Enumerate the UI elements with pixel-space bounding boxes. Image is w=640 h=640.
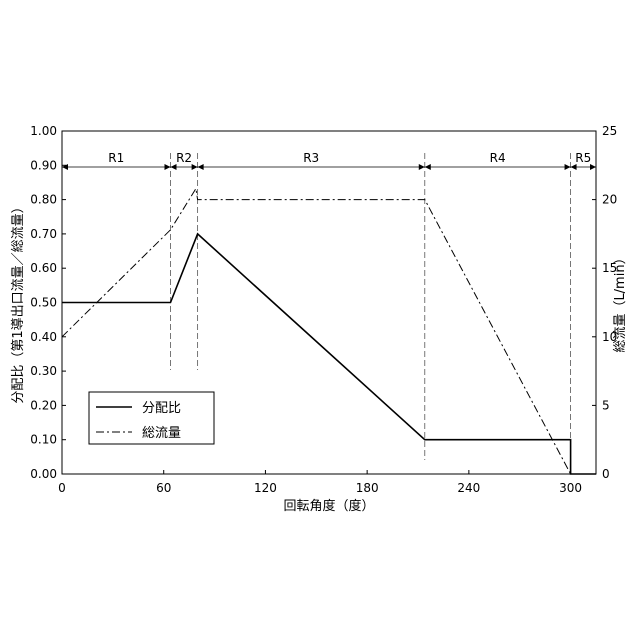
region-label: R4 [490, 151, 506, 165]
y-left-tick-label: 1.00 [30, 124, 57, 138]
region-label: R3 [303, 151, 319, 165]
region-label: R1 [108, 151, 124, 165]
x-tick-label: 60 [156, 481, 171, 495]
x-tick-label: 300 [559, 481, 582, 495]
legend-label-flow: 総流量 [142, 426, 181, 441]
region-arrowhead-right [419, 164, 425, 170]
x-tick-label: 120 [254, 481, 277, 495]
y-right-tick-label: 20 [602, 193, 617, 207]
region-r1: R1 [62, 151, 170, 170]
region-r4: R4 [425, 151, 571, 170]
legend-label-ratio: 分配比 [142, 401, 181, 416]
region-arrowhead-right [164, 164, 170, 170]
region-arrowhead-left [198, 164, 204, 170]
y-left-tick-label: 0.40 [30, 330, 57, 344]
y-left-tick-label: 0.70 [30, 227, 57, 241]
y-right-tick-label: 5 [602, 398, 610, 412]
y-left-tick-label: 0.30 [30, 364, 57, 378]
y-left-tick-label: 0.80 [30, 193, 57, 207]
y-left-tick-label: 0.50 [30, 296, 57, 310]
y-left-tick-label: 0.90 [30, 158, 57, 172]
x-axis-title: 回転角度（度） [283, 498, 374, 514]
y-right-axis-title: 総流量（L/min） [613, 251, 628, 352]
y-right-tick-label: 25 [602, 124, 617, 138]
legend: 分配比 総流量 [89, 392, 214, 444]
region-r5: R5 [571, 151, 596, 170]
region-label: R5 [575, 151, 591, 165]
x-tick-label: 240 [457, 481, 480, 495]
region-arrowhead-right [565, 164, 571, 170]
y-right-tick-label: 0 [602, 467, 610, 481]
x-tick-label: 0 [58, 481, 66, 495]
x-tick-label: 180 [356, 481, 379, 495]
region-r3: R3 [198, 151, 425, 170]
region-arrowhead-right [192, 164, 198, 170]
y-left-tick-label: 0.10 [30, 433, 57, 447]
region-arrowhead-left [425, 164, 431, 170]
region-r2: R2 [170, 151, 197, 170]
y-left-tick-label: 0.20 [30, 398, 57, 412]
y-left-tick-label: 0.60 [30, 261, 57, 275]
region-label: R2 [176, 151, 192, 165]
y-left-tick-label: 0.00 [30, 467, 57, 481]
y-left-axis-title: 分配比（第1導出口流量／総流量） [11, 200, 26, 403]
